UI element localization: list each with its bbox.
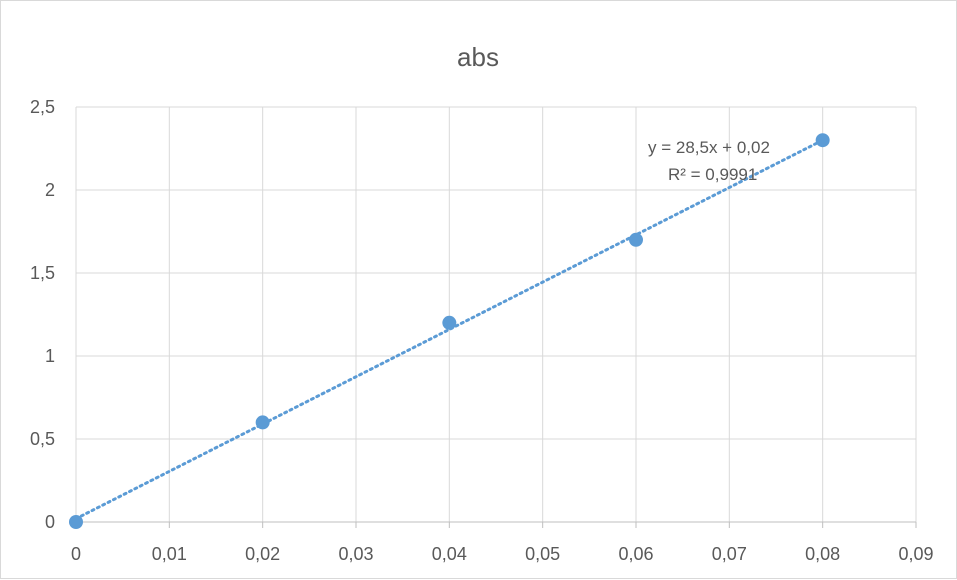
data-points: [69, 133, 830, 529]
axes: [75, 107, 917, 528]
x-axis-tick-labels: 0 0,01 0,02 0,03 0,04 0,05 0,06 0,07 0,08 0,09: [71, 544, 934, 564]
y-tick-label: 0,5: [30, 429, 55, 449]
x-tick-label: 0,01: [152, 544, 187, 564]
gridlines: [76, 106, 917, 522]
x-tick-label: 0,03: [338, 544, 373, 564]
y-tick-label: 2,5: [30, 97, 55, 117]
x-tick-label: 0,06: [618, 544, 653, 564]
y-axis-tick-labels: 0 0,5 1 1,5 2 2,5: [30, 97, 55, 532]
y-tick-label: 0: [45, 512, 55, 532]
x-tick-label: 0,02: [245, 544, 280, 564]
trendline-equation: y = 28,5x + 0,02: [648, 138, 770, 157]
data-point: [442, 315, 457, 330]
x-tick-label: 0,09: [898, 544, 933, 564]
x-tick-label: 0,04: [432, 544, 467, 564]
x-tick-label: 0: [71, 544, 81, 564]
data-point: [69, 515, 83, 529]
y-tick-label: 2: [45, 180, 55, 200]
y-tick-label: 1,5: [30, 263, 55, 283]
chart-title: abs: [457, 42, 499, 72]
data-point: [255, 415, 270, 430]
y-tick-label: 1: [45, 346, 55, 366]
data-point: [629, 232, 643, 247]
trendline-r-squared: R² = 0,9991: [668, 165, 757, 184]
x-tick-label: 0,07: [712, 544, 747, 564]
data-point: [815, 133, 830, 148]
x-tick-label: 0,08: [805, 544, 840, 564]
x-tick-label: 0,05: [525, 544, 560, 564]
